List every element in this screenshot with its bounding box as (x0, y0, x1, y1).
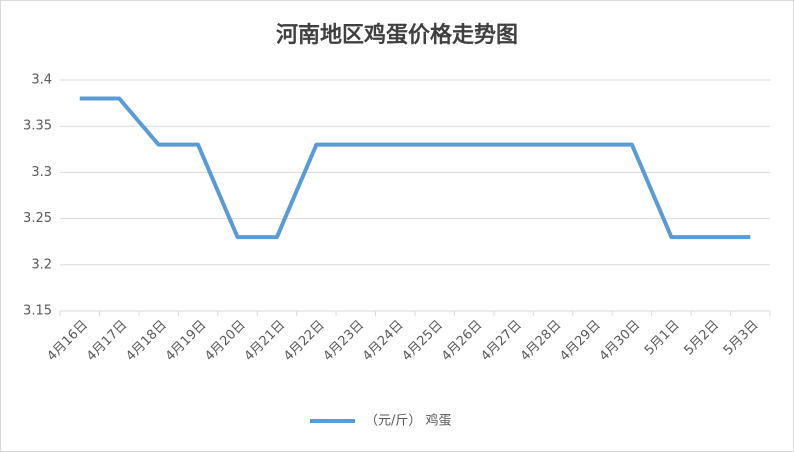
y-tick-label: 3.25 (23, 211, 52, 226)
y-tick-label: 3.35 (23, 119, 52, 134)
y-tick-label: 3.3 (31, 165, 52, 180)
line (79, 96, 751, 240)
legend-label: （元/斤） 鸡蛋 (365, 413, 452, 429)
y-tick-label: 3.15 (23, 304, 52, 319)
y-tick-label: 3.2 (31, 257, 52, 272)
y-tick-label: 3.4 (31, 73, 52, 88)
chart-title: 河南地区鸡蛋价格走势图 (276, 22, 518, 48)
